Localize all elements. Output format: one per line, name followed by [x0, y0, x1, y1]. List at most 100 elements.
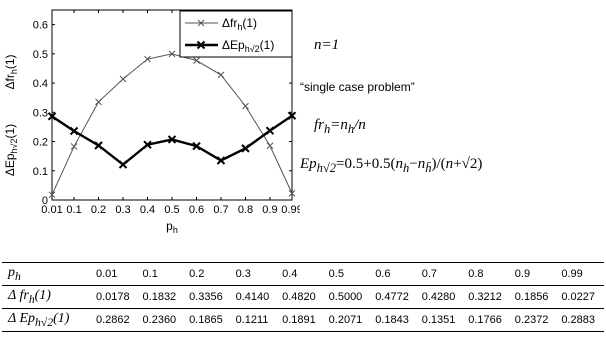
table-cell: 0.0227: [557, 285, 604, 309]
y-axis-label-top-suffix: (1): [3, 54, 17, 69]
x-tick-label: 0.2: [91, 204, 106, 216]
y-tick-label: 0.1: [33, 166, 48, 178]
data-point: [242, 102, 249, 110]
table-cell: 0.1856: [510, 285, 558, 309]
data-table: ph 0.01 0.1 0.2 0.3 0.4 0.5 0.6 0.7 0.8 0.9 0.99 Δ…: [2, 262, 604, 332]
table-row: Δ frh(1) 0.0178 0.1832 0.3356 0.4140 0.4820 0…: [2, 285, 604, 309]
data-point: [119, 75, 127, 83]
legend-marker: [197, 19, 205, 27]
x-axis-label: ph: [166, 219, 178, 235]
y-tick-label: 0.6: [33, 20, 48, 32]
x-tick-label: 0.9: [262, 204, 277, 216]
y-tick-label: 0.2: [33, 137, 48, 149]
legend-entry-suffix: (1): [260, 38, 275, 52]
plot-area: 0.01 0.1 0.2 0.3 0.4 0.5 0.6 0.7 0.8 0.9 0.99 0 0.1 0…: [3, 9, 300, 235]
data-point: [287, 111, 297, 120]
x-tick-label: 0.5: [164, 204, 179, 216]
y-axis-label-bottom-sub: h√2: [9, 139, 19, 154]
table-cell: 0.2862: [92, 308, 139, 332]
table-cell: 0.2071: [324, 308, 372, 332]
x-tick-label: 0.3: [115, 204, 130, 216]
legend-entry-sub: h√2: [245, 44, 260, 54]
table-row: ph 0.01 0.1 0.2 0.3 0.4 0.5 0.6 0.7 0.8 0.9 0.99: [2, 262, 604, 286]
formula-ep: Eph√2=0.5+0.5(nh−nh̄)/(n+√2): [300, 156, 483, 175]
data-point: [167, 135, 177, 144]
table-cell: 0.1766: [464, 308, 511, 332]
y-axis-label-top: Δfrh(1): [3, 54, 19, 89]
y-axis-label-bottom-suffix: (1): [3, 124, 17, 139]
table-cell: 0.4820: [278, 285, 325, 309]
legend-entry-sub: h: [237, 22, 242, 32]
y-axis-label-top-main: Δfr: [3, 74, 17, 89]
data-point: [217, 71, 225, 79]
data-point: [143, 140, 152, 149]
table-cell: 0.2: [185, 262, 232, 286]
legend: [179, 10, 293, 58]
data-point: [168, 50, 176, 58]
line-chart: 0.01 0.1 0.2 0.3 0.4 0.5 0.6 0.7 0.8 0.9 0.99 0 0.1 0…: [3, 9, 300, 235]
table-cell: 0.1211: [231, 308, 279, 332]
y-axis-label-bottom-main: ΔEp: [3, 153, 17, 176]
legend-entry-suffix: (1): [242, 16, 257, 30]
data-point: [95, 98, 102, 106]
y-axis-label-top-sub: h: [9, 69, 19, 74]
table-row-label: ph: [2, 262, 92, 286]
table-cell: 0.6: [371, 262, 418, 286]
data-point: [70, 143, 78, 150]
table-cell: 0.3212: [464, 285, 511, 309]
table-cell: 0.2883: [557, 308, 604, 332]
table-cell: 0.4772: [371, 285, 418, 309]
data-point: [265, 126, 275, 135]
x-axis-label-sub: h: [173, 225, 178, 235]
x-tick-label: 0.01: [41, 204, 62, 216]
table-cell: 0.1832: [138, 285, 186, 309]
data-point: [69, 126, 79, 136]
x-tick-label: 0.6: [189, 204, 204, 216]
data-point: [118, 160, 128, 169]
data-point: [47, 112, 57, 121]
table-cell: 0.1351: [417, 308, 465, 332]
table-cell: 0.8: [464, 262, 511, 286]
table-cell: 0.2360: [138, 308, 186, 332]
y-tick-label: 0: [42, 195, 48, 207]
y-tick-label: 0.5: [33, 49, 48, 61]
y-tick-label: 0.4: [33, 78, 48, 90]
table-row-label: Δ Eph√2(1): [2, 308, 92, 332]
legend-entry: ΔEph√2(1): [222, 38, 274, 54]
y-tick-label: 0.3: [33, 107, 48, 119]
table-cell: 0.4280: [417, 285, 465, 309]
data-point: [192, 141, 201, 151]
x-tick-label: 0.7: [213, 204, 228, 216]
data-point: [266, 142, 274, 150]
x-tick-label: 0.99: [281, 204, 300, 216]
data-point: [241, 144, 250, 153]
table-cell: 0.5000: [324, 285, 372, 309]
legend-marker: [196, 40, 206, 50]
table-cell: 0.1865: [185, 308, 232, 332]
table-cell: 0.7: [417, 262, 465, 286]
case-label: “single case problem”: [300, 80, 415, 94]
table-cell: 0.3: [231, 262, 279, 286]
table-cell: 0.5: [324, 262, 372, 286]
legend-entry: Δfrh(1): [222, 16, 257, 32]
table-cell: 0.3356: [185, 285, 232, 309]
data-point: [94, 141, 103, 150]
table-cell: 0.01: [92, 262, 139, 286]
data-point: [288, 190, 296, 197]
table-cell: 0.1891: [278, 308, 325, 332]
legend-entry-name: Δfr: [222, 16, 237, 30]
x-tick-label: 0.8: [238, 204, 253, 216]
table-cell: 0.99: [557, 262, 604, 286]
x-axis-label-main: p: [166, 219, 173, 233]
table-cell: 0.4: [278, 262, 325, 286]
data-point: [216, 156, 226, 165]
formula-fr: frh=nh/n: [314, 117, 366, 136]
table-cell: 0.9: [510, 262, 558, 286]
y-axis-label-bottom: ΔEph√2(1): [3, 124, 19, 176]
data-point: [193, 57, 200, 64]
x-tick-label: 0.1: [66, 204, 81, 216]
data-point: [48, 191, 56, 199]
x-tick-label: 0.4: [140, 204, 155, 216]
table-cell: 0.1843: [371, 308, 418, 332]
table-row: Δ Eph√2(1) 0.2862 0.2360 0.1865 0.1211 0.189…: [2, 308, 604, 332]
